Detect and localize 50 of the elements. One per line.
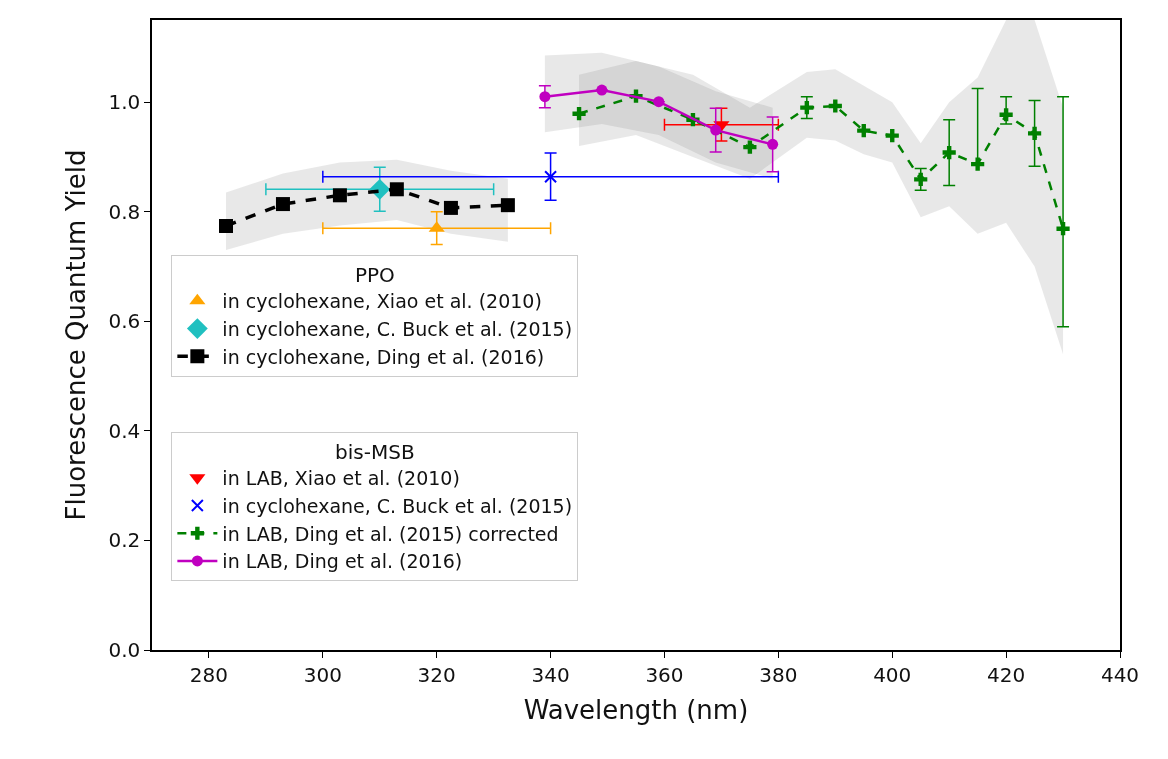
x-tick-label: 320 [417, 662, 456, 687]
x-tick-label: 440 [1100, 662, 1140, 687]
x-tick-label: 380 [759, 662, 798, 687]
x-tick-label: 300 [303, 662, 342, 687]
point [800, 101, 814, 115]
point [500, 198, 515, 213]
legend-label: in cyclohexane, Ding et al. (2016) [222, 345, 545, 368]
point [544, 170, 558, 184]
x-tick-label: 340 [531, 662, 570, 687]
point [743, 140, 757, 154]
y-tick-label: 0.2 [108, 528, 141, 553]
x-tick-label: 360 [645, 662, 684, 687]
point [710, 124, 722, 136]
point [767, 138, 779, 150]
legend-label: in cyclohexane, C. Buck et al. (2015) [222, 494, 573, 517]
point [275, 197, 290, 212]
legend-label: in cyclohexane, C. Buck et al. (2015) [222, 317, 573, 340]
y-tick-label: 1.0 [108, 90, 141, 115]
point [828, 99, 842, 113]
text: bis-MSB [335, 440, 415, 465]
point [653, 96, 665, 108]
point [1027, 126, 1042, 140]
legend-label: in LAB, Xiao et al. (2010) [222, 467, 460, 490]
text: PPO [354, 262, 395, 287]
y-tick-label: 0.8 [108, 199, 141, 224]
x-tick-label: 420 [987, 662, 1026, 687]
x-tick-label: 400 [873, 662, 912, 687]
point [1056, 222, 1070, 236]
x-tick-label: 280 [189, 662, 229, 687]
x-axis-title: Wavelength (nm) [523, 694, 749, 725]
point [999, 108, 1013, 122]
y-tick-label: 0.4 [108, 418, 141, 443]
point [914, 172, 928, 187]
legend-label: in LAB, Ding et al. (2015) corrected [222, 522, 559, 545]
point [596, 84, 608, 96]
y-tick-label: 0.6 [108, 309, 141, 334]
point [389, 182, 404, 197]
legend-label: in cyclohexane, Xiao et al. (2010) [222, 290, 542, 313]
point [219, 218, 234, 233]
point [857, 124, 871, 138]
y-tick-label: 0.0 [108, 638, 141, 662]
y-axis-title: Fluorescence Quantum Yield [61, 149, 92, 521]
point [942, 145, 956, 160]
point [572, 107, 586, 121]
point [332, 188, 347, 203]
point [539, 91, 551, 103]
point [885, 128, 899, 143]
point [443, 200, 458, 215]
point [971, 157, 985, 171]
legend-label: in LAB, Ding et al. (2016) [222, 550, 463, 573]
